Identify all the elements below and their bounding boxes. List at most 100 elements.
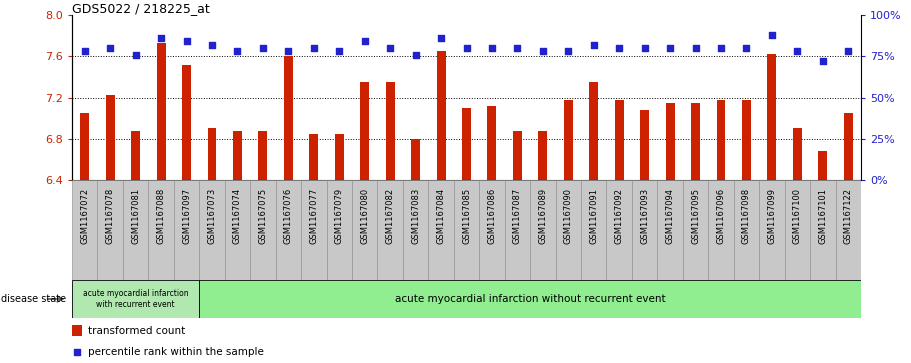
Bar	[251, 180, 276, 280]
Text: GSM1167080: GSM1167080	[360, 188, 369, 244]
Point	[536, 48, 550, 54]
Point	[841, 48, 855, 54]
Bar	[123, 180, 148, 280]
Bar	[487, 106, 496, 180]
Text: GSM1167100: GSM1167100	[793, 188, 802, 244]
Text: GSM1167101: GSM1167101	[818, 188, 827, 244]
Text: percentile rank within the sample: percentile rank within the sample	[87, 347, 263, 357]
Bar	[479, 180, 505, 280]
Text: GSM1167090: GSM1167090	[564, 188, 573, 244]
Text: GSM1167078: GSM1167078	[106, 188, 115, 244]
Text: GSM1167099: GSM1167099	[767, 188, 776, 244]
Bar	[691, 103, 700, 180]
Bar	[385, 82, 394, 180]
Bar	[666, 103, 674, 180]
Text: GSM1167094: GSM1167094	[666, 188, 675, 244]
Bar	[377, 180, 403, 280]
Bar	[72, 325, 82, 336]
Bar	[326, 180, 352, 280]
Point	[739, 45, 753, 51]
Text: GSM1167081: GSM1167081	[131, 188, 140, 244]
Text: GSM1167077: GSM1167077	[310, 188, 318, 244]
Bar	[683, 180, 708, 280]
Bar	[208, 129, 217, 180]
Point	[306, 45, 321, 51]
Text: transformed count: transformed count	[87, 326, 185, 336]
Bar	[310, 134, 318, 180]
Text: GSM1167076: GSM1167076	[284, 188, 292, 244]
Bar	[182, 65, 191, 180]
Point	[459, 45, 474, 51]
Bar	[759, 180, 784, 280]
Text: GSM1167084: GSM1167084	[436, 188, 445, 244]
Point	[383, 45, 397, 51]
Bar	[411, 139, 420, 180]
Bar	[428, 180, 454, 280]
Bar	[640, 110, 650, 180]
Text: GSM1167098: GSM1167098	[742, 188, 751, 244]
Bar	[225, 180, 251, 280]
Bar	[708, 180, 733, 280]
Bar	[454, 180, 479, 280]
Bar	[530, 180, 556, 280]
Text: GSM1167091: GSM1167091	[589, 188, 599, 244]
Text: GSM1167083: GSM1167083	[411, 188, 420, 244]
Text: GSM1167079: GSM1167079	[334, 188, 343, 244]
Text: GSM1167097: GSM1167097	[182, 188, 191, 244]
Point	[128, 52, 143, 57]
Text: GSM1167074: GSM1167074	[233, 188, 242, 244]
Text: GSM1167086: GSM1167086	[487, 188, 496, 244]
Point	[713, 45, 728, 51]
Text: GSM1167095: GSM1167095	[691, 188, 700, 244]
Bar	[403, 180, 428, 280]
Bar	[615, 99, 624, 180]
Point	[77, 48, 92, 54]
Text: acute myocardial infarction without recurrent event: acute myocardial infarction without recu…	[394, 294, 665, 304]
Bar	[717, 99, 725, 180]
Bar	[513, 131, 522, 180]
Bar	[259, 131, 267, 180]
Point	[764, 32, 779, 38]
Point	[179, 38, 194, 44]
Text: GSM1167092: GSM1167092	[615, 188, 624, 244]
Text: GSM1167122: GSM1167122	[844, 188, 853, 244]
Text: GSM1167073: GSM1167073	[208, 188, 217, 244]
Text: GSM1167087: GSM1167087	[513, 188, 522, 244]
Text: GSM1167075: GSM1167075	[259, 188, 268, 244]
Point	[230, 48, 245, 54]
Bar	[276, 180, 301, 280]
Text: GSM1167093: GSM1167093	[640, 188, 650, 244]
Point	[332, 48, 346, 54]
Bar	[538, 131, 548, 180]
Point	[815, 58, 830, 64]
Bar	[810, 180, 835, 280]
Point	[638, 45, 652, 51]
Text: GDS5022 / 218225_at: GDS5022 / 218225_at	[72, 2, 210, 15]
Bar	[835, 180, 861, 280]
Bar	[131, 131, 140, 180]
Point	[612, 45, 627, 51]
Point	[485, 45, 499, 51]
Point	[510, 45, 525, 51]
Point	[408, 52, 423, 57]
Bar	[436, 51, 445, 180]
Bar	[505, 180, 530, 280]
Bar	[564, 99, 573, 180]
Bar	[157, 43, 166, 180]
Bar	[233, 131, 242, 180]
Text: GSM1167096: GSM1167096	[717, 188, 725, 244]
Bar	[200, 180, 225, 280]
Point	[69, 349, 84, 355]
Point	[689, 45, 703, 51]
Bar	[72, 280, 200, 318]
Bar	[607, 180, 632, 280]
Bar	[462, 108, 471, 180]
Bar	[658, 180, 683, 280]
Bar	[632, 180, 658, 280]
Point	[357, 38, 372, 44]
Point	[663, 45, 678, 51]
Bar	[767, 54, 776, 180]
Text: GSM1167082: GSM1167082	[385, 188, 394, 244]
Bar	[352, 180, 377, 280]
Point	[561, 48, 576, 54]
